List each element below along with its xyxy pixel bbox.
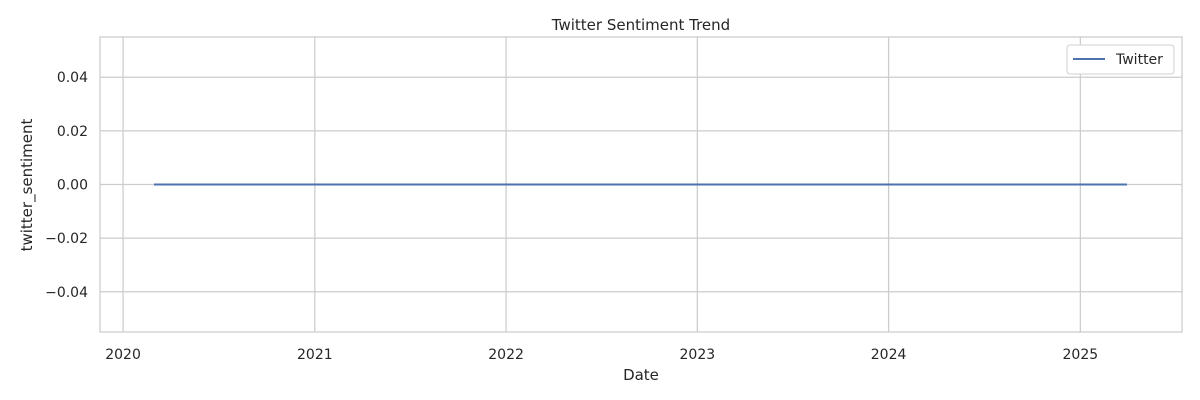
x-tick-label: 2024 bbox=[871, 347, 907, 363]
y-axis-title: twitter_sentiment bbox=[18, 118, 37, 251]
x-tick-label: 2022 bbox=[488, 347, 524, 363]
x-tick-labels: 2020 2021 2022 2023 2024 2025 bbox=[105, 347, 1098, 363]
x-tick-label: 2021 bbox=[297, 347, 333, 363]
x-tick-label: 2023 bbox=[680, 347, 716, 363]
y-tick-label: 0.02 bbox=[57, 124, 88, 140]
plot-frame bbox=[99, 36, 1183, 333]
legend-box bbox=[1066, 44, 1175, 75]
x-tick-label: 2020 bbox=[105, 347, 141, 363]
legend-label-twitter: Twitter bbox=[1115, 52, 1163, 68]
chart-title: Twitter Sentiment Trend bbox=[551, 16, 730, 34]
x-axis-title: Date bbox=[623, 366, 659, 384]
legend: Twitter bbox=[1066, 44, 1175, 75]
x-tick-label: 2025 bbox=[1063, 347, 1099, 363]
y-tick-label: 0.00 bbox=[57, 178, 88, 194]
y-tick-label: 0.04 bbox=[57, 70, 88, 86]
y-tick-label: −0.04 bbox=[45, 285, 88, 301]
y-tick-label: −0.02 bbox=[45, 231, 88, 247]
y-tick-labels: 0.04 0.02 0.00 −0.02 −0.04 bbox=[45, 70, 88, 301]
